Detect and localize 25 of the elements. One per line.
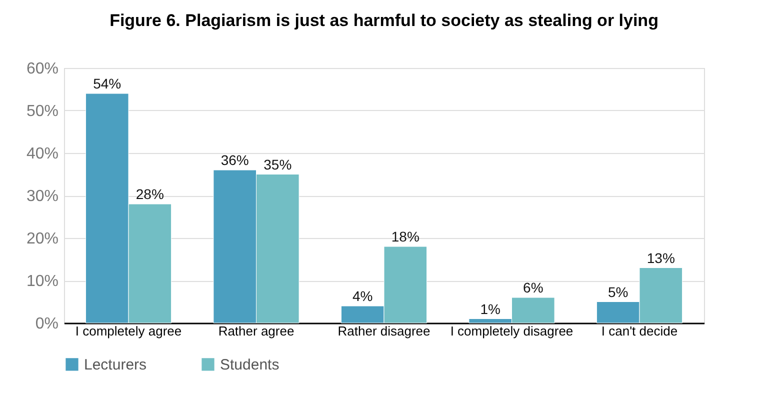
y-tick-label: 60%	[26, 60, 58, 78]
data-label: 5%	[608, 284, 628, 300]
y-tick-label: 30%	[26, 188, 58, 205]
data-label: 1%	[480, 300, 500, 317]
legend-label: Lecturers	[84, 356, 147, 374]
x-tick-label: Rather agree	[218, 324, 294, 338]
data-label: 54%	[93, 76, 122, 92]
x-tick-label: I completely agree	[75, 324, 182, 338]
data-label: 18%	[391, 228, 420, 244]
data-label: 4%	[352, 288, 373, 304]
x-tick-label: Rather disagree	[338, 324, 430, 338]
y-tick-label: 50%	[26, 103, 58, 120]
y-tick-label: 0%	[35, 316, 58, 332]
data-label: 13%	[646, 250, 675, 266]
legend-label: Students	[220, 356, 280, 374]
chart-title: Figure 6. Plagiarism is just as harmful to society as stealing or lying	[110, 11, 658, 30]
data-label: 36%	[220, 152, 249, 168]
y-tick-label: 40%	[26, 146, 58, 162]
x-tick-label: I can't decide	[601, 324, 678, 338]
data-label: 28%	[136, 186, 164, 202]
x-tick-label: I completely disagree	[450, 324, 574, 338]
y-tick-label: 10%	[26, 273, 58, 290]
data-label: 6%	[523, 280, 544, 296]
y-tick-label: 20%	[26, 230, 58, 248]
data-label: 35%	[264, 156, 292, 172]
